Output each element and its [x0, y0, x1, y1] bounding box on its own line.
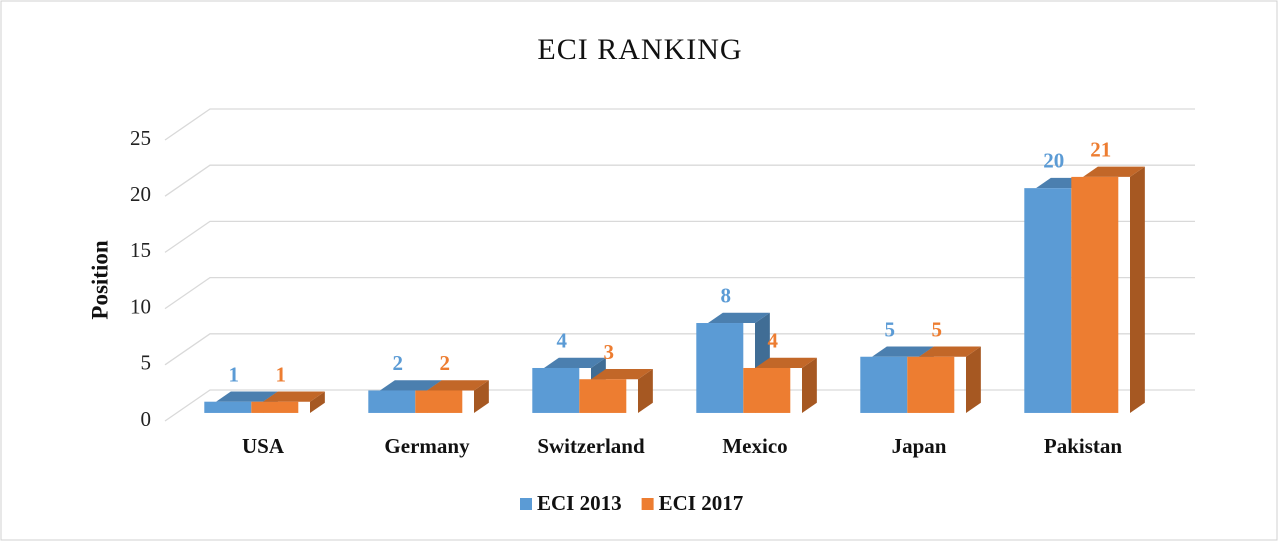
y-tick-label: 25	[130, 126, 151, 150]
bar-front	[1024, 188, 1072, 413]
bar-front	[907, 356, 955, 413]
grid-line	[164, 276, 1195, 310]
data-label: 4	[768, 329, 779, 353]
bar-side	[1130, 166, 1145, 413]
bar-top	[427, 380, 489, 391]
grid-line	[164, 333, 1195, 366]
bar-front	[579, 379, 627, 413]
labels: 0 5 10 15 20 25 USA 1 1 Germany 2 2 Switzerland 4 3 Mex…	[130, 126, 1122, 458]
bar-side	[310, 391, 325, 413]
bar-side	[474, 380, 489, 413]
x-tick-label: USA	[242, 434, 285, 458]
y-tick-label: 5	[141, 351, 152, 375]
legend: ECI 2013 ECI 2017	[520, 491, 743, 515]
bar-side	[966, 346, 981, 413]
grid-line	[164, 108, 1195, 141]
bar	[696, 312, 770, 413]
data-label: 20	[1043, 149, 1064, 173]
bar-top	[263, 391, 325, 402]
bar-side	[638, 368, 653, 413]
bar-top	[708, 312, 770, 324]
bar-front	[532, 367, 580, 413]
bar-front	[1071, 176, 1119, 413]
legend-swatch	[520, 498, 532, 510]
bar-side	[802, 357, 817, 413]
data-label: 2	[440, 351, 451, 375]
bars	[204, 166, 1145, 413]
bar-front	[743, 367, 791, 413]
data-label: 8	[721, 284, 732, 308]
data-label: 1	[276, 362, 287, 386]
data-label: 21	[1090, 137, 1111, 161]
bar-front	[415, 390, 463, 413]
x-tick-label: Switzerland	[537, 434, 645, 458]
data-label: 3	[604, 340, 615, 364]
bar-front	[204, 401, 252, 413]
data-label: 4	[557, 329, 568, 353]
y-axis-title: Position	[87, 240, 112, 319]
data-label: 5	[885, 317, 896, 341]
bar-front	[368, 390, 416, 413]
bar-top	[380, 380, 442, 391]
x-tick-label: Germany	[384, 434, 470, 458]
x-tick-label: Japan	[892, 434, 947, 458]
y-tick-label: 20	[130, 182, 151, 206]
x-tick-label: Mexico	[722, 434, 787, 458]
bar-top	[1083, 166, 1145, 177]
legend-label: ECI 2017	[659, 491, 744, 515]
bar-top	[544, 357, 606, 368]
data-label: 2	[393, 351, 404, 375]
bar	[415, 380, 489, 413]
bar-top	[872, 346, 934, 357]
y-tick-label: 15	[130, 238, 151, 262]
bar-top	[216, 391, 278, 402]
bar	[907, 346, 981, 413]
bar	[1071, 166, 1145, 413]
bar-top	[755, 357, 817, 368]
bar	[251, 391, 325, 413]
bar-front	[696, 323, 744, 413]
legend-swatch	[641, 498, 654, 510]
bar	[579, 368, 653, 413]
y-tick-label: 0	[141, 407, 152, 431]
y-tick-label: 10	[130, 294, 151, 318]
data-label: 1	[229, 362, 240, 386]
bar	[743, 357, 817, 413]
bar-front	[251, 401, 299, 413]
data-label: 5	[932, 317, 943, 341]
bar-top	[591, 368, 653, 380]
chart-title: ECI RANKING	[537, 33, 742, 66]
grid-line	[164, 164, 1195, 197]
x-tick-label: Pakistan	[1044, 434, 1123, 458]
grid-line	[164, 220, 1195, 253]
legend-label: ECI 2013	[537, 491, 622, 515]
bar-top	[919, 346, 981, 357]
bar-front	[860, 356, 908, 413]
